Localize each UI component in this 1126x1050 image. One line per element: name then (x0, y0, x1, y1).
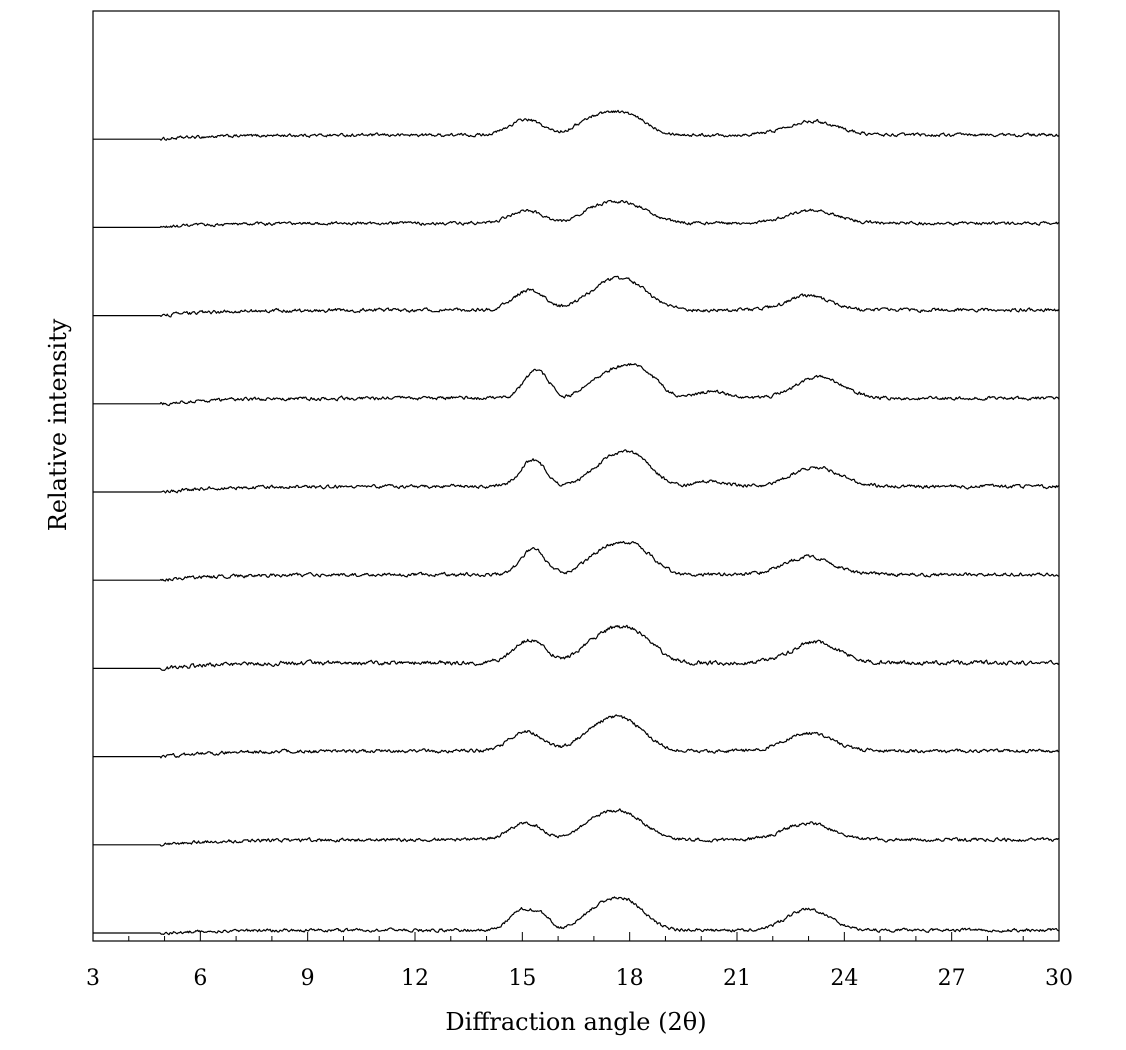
x-tick-label: 24 (830, 966, 858, 991)
x-axis-tick-labels: 3 6 9 12 15 18 21 24 27 30 (86, 966, 1073, 991)
x-tick-label: 18 (616, 966, 644, 991)
x-tick-label: 9 (301, 966, 315, 991)
diffraction-trace-5 (93, 540, 1060, 582)
diffraction-trace-2 (93, 808, 1060, 847)
x-axis-ticks (92, 932, 1060, 941)
diffraction-trace-6 (93, 449, 1060, 494)
diffraction-traces (93, 109, 1060, 936)
diffraction-trace-1 (93, 896, 1060, 936)
x-axis-title: Diffraction angle (2θ) (445, 1008, 706, 1036)
diffraction-trace-4 (93, 624, 1060, 671)
diffraction-trace-10 (93, 109, 1060, 141)
x-tick-label: 12 (401, 966, 429, 991)
diffraction-trace-3 (93, 714, 1060, 759)
x-tick-label: 15 (508, 966, 536, 991)
x-tick-label: 21 (723, 966, 751, 991)
x-tick-label: 30 (1045, 966, 1073, 991)
x-tick-label: 27 (938, 966, 966, 991)
y-axis-title: Relative intensity (44, 318, 72, 531)
diffraction-trace-8 (93, 275, 1060, 318)
diffraction-trace-9 (93, 199, 1060, 228)
diffraction-trace-7 (93, 363, 1060, 407)
plot-frame (92, 10, 1060, 942)
x-tick-label: 6 (193, 966, 207, 991)
x-tick-label: 3 (86, 966, 100, 991)
